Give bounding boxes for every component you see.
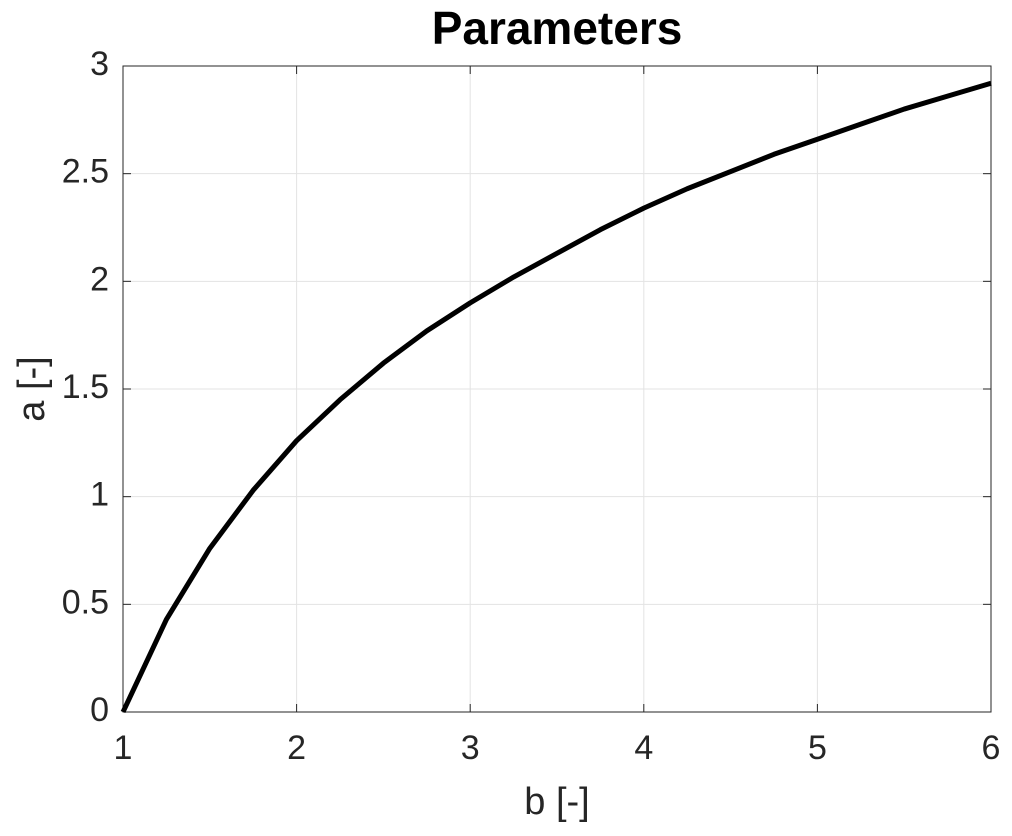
y-tick-label: 1.5 xyxy=(62,368,109,406)
x-tick-label: 5 xyxy=(808,729,827,767)
axes-box xyxy=(122,65,992,713)
y-tick-label: 2.5 xyxy=(62,153,109,191)
y-tick-label: 3 xyxy=(90,45,109,83)
y-tick-label: 2 xyxy=(90,260,109,298)
chart-title: Parameters xyxy=(432,2,683,54)
y-tick-label: 0 xyxy=(90,691,109,729)
x-tick-label: 6 xyxy=(982,729,1001,767)
x-tick-label: 2 xyxy=(287,729,306,767)
x-tick-label: 4 xyxy=(634,729,653,767)
y-tick-label: 0.5 xyxy=(62,583,109,621)
y-tick-label: 1 xyxy=(90,476,109,514)
y-axis-label: a [-] xyxy=(11,356,53,421)
x-tick-label: 3 xyxy=(461,729,480,767)
x-tick-label: 1 xyxy=(114,729,133,767)
line-series xyxy=(120,80,992,714)
x-axis-label: b [-] xyxy=(524,781,589,823)
